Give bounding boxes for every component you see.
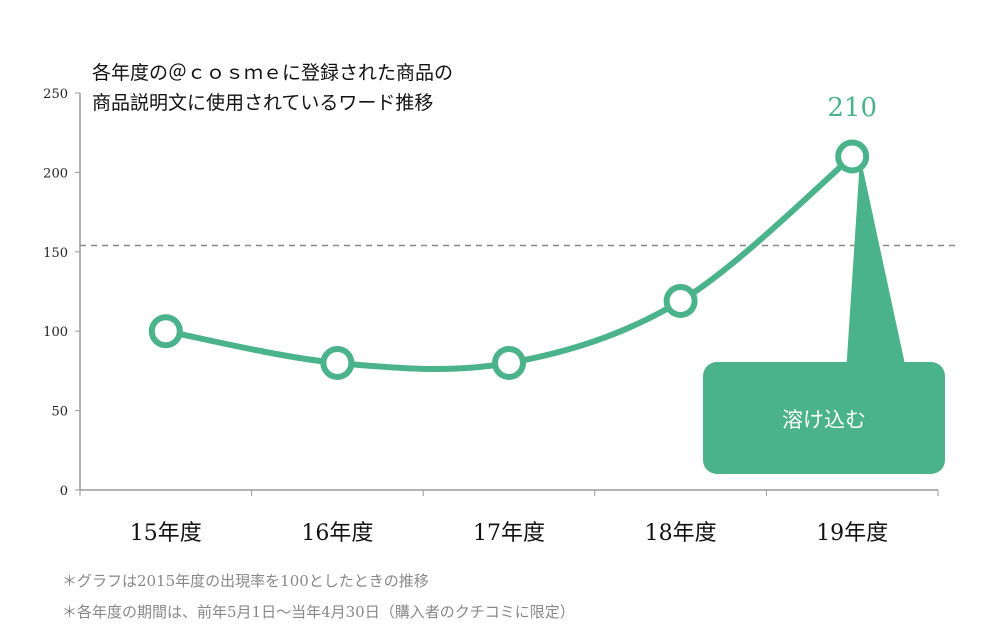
y-tick-label: 50 <box>51 405 68 420</box>
callout-box <box>703 362 945 474</box>
chart-title: 各年度の＠ｃｏｓｍｅに登録された商品の 商品説明文に使用されているワード推移 <box>92 58 453 118</box>
x-tick-label: 15年度 <box>130 521 202 546</box>
data-point-17年度 <box>492 345 526 380</box>
y-tick-label: 200 <box>43 166 68 181</box>
y-tick-label: 150 <box>43 246 68 261</box>
chart-title-line-1: 各年度の＠ｃｏｓｍｅに登録された商品の <box>92 62 454 84</box>
data-point-19年度 <box>835 139 870 174</box>
data-label: 210 <box>827 93 877 123</box>
footnote-2: ＊各年度の期間は、前年5月1日～当年4月30日（購入者のクチコミに限定） <box>62 603 575 621</box>
x-tick-label: 16年度 <box>301 521 373 546</box>
data-point-15年度 <box>148 314 183 349</box>
y-tick-label: 250 <box>43 87 68 102</box>
footnote-1: ＊グラフは2015年度の出現率を100としたときの推移 <box>62 572 429 590</box>
series-line <box>162 153 856 372</box>
callout-text: 溶け込む <box>782 408 866 432</box>
x-tick-label: 18年度 <box>645 521 717 546</box>
y-tick-label: 0 <box>60 484 68 499</box>
x-tick-label: 19年度 <box>816 521 888 546</box>
callout-pointer <box>846 156 907 370</box>
data-point-16年度 <box>320 345 355 380</box>
data-point-18年度 <box>663 284 698 319</box>
x-tick-label: 17年度 <box>473 521 545 546</box>
y-tick-label: 100 <box>43 325 68 340</box>
chart-title-line-2: 商品説明文に使用されているワード推移 <box>92 92 434 114</box>
